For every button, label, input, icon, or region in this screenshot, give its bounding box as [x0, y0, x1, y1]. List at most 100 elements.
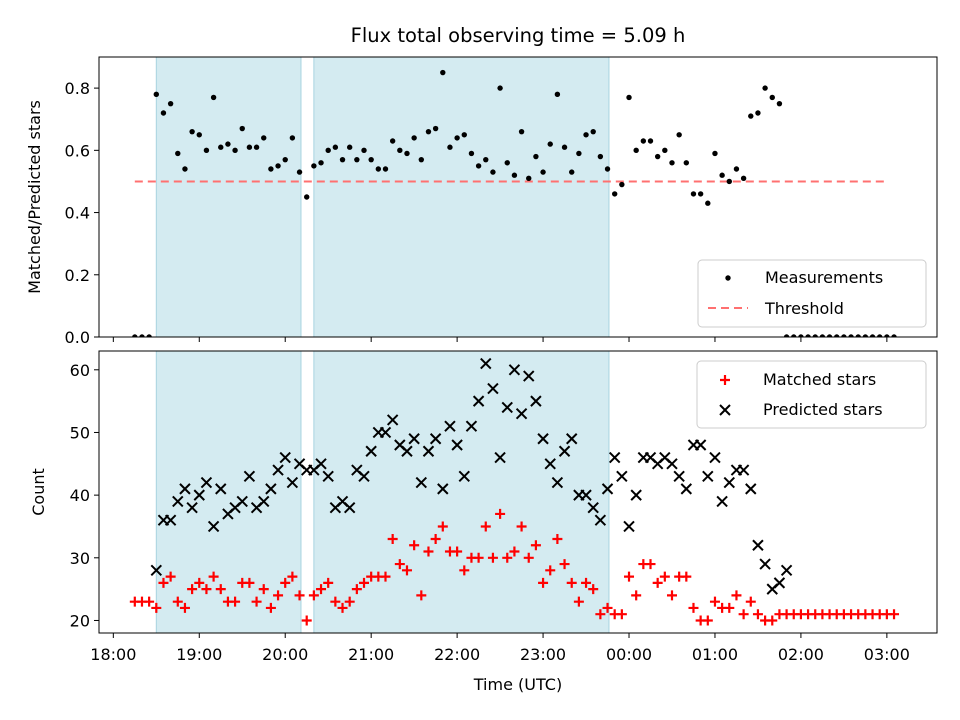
matched-star-point: [273, 590, 284, 601]
matched-star-point: [681, 571, 692, 582]
measurement-point: [884, 334, 890, 337]
measurement-point: [511, 172, 518, 178]
top-y-tick-label: 0.0: [65, 328, 90, 347]
measurement-point: [475, 163, 482, 169]
measurement-point: [225, 141, 231, 147]
matched-star-point: [889, 609, 900, 620]
measurement-point: [776, 100, 783, 107]
predicted-star-point: [630, 489, 642, 501]
predicted-star-point: [558, 445, 571, 457]
legend-matched-marker: [720, 375, 730, 385]
matched-star-point: [294, 590, 305, 601]
predicted-star-point: [523, 370, 535, 382]
matched-star-point: [172, 596, 183, 607]
predicted-star-point: [737, 464, 750, 476]
measurement-point: [289, 135, 296, 141]
x-tick-label: 20:00: [262, 645, 308, 664]
predicted-star-point: [408, 433, 420, 445]
predicted-star-point: [587, 501, 599, 514]
measurement-point: [540, 169, 546, 175]
measurement-point: [769, 94, 775, 101]
measurement-point: [325, 147, 331, 154]
chart-title: Flux total observing time = 5.09 h: [351, 24, 686, 47]
measurement-point: [783, 334, 790, 337]
measurement-point: [296, 169, 303, 175]
measurement-point: [819, 334, 826, 337]
measurement-point: [382, 166, 389, 172]
predicted-star-point: [164, 514, 177, 526]
predicted-star-point: [594, 514, 607, 526]
legend-matched-label: Matched stars: [763, 370, 876, 389]
matched-star-point: [144, 596, 155, 607]
predicted-star-point: [716, 495, 728, 508]
measurement-point: [182, 166, 188, 172]
matched-star-point: [215, 584, 226, 595]
measurement-point: [590, 128, 596, 135]
measurement-point: [705, 200, 711, 206]
predicted-star-point: [694, 439, 707, 451]
matched-star-point: [437, 521, 448, 532]
predicted-star-point: [580, 489, 592, 501]
matched-star-point: [265, 602, 276, 613]
matched-star-point: [645, 559, 656, 570]
measurement-point: [175, 150, 181, 157]
predicted-star-point: [465, 420, 478, 432]
predicted-star-point: [186, 501, 198, 514]
measurement-point: [411, 135, 417, 141]
measurement-point: [490, 169, 496, 175]
measurement-point: [604, 166, 611, 172]
matched-star-point: [452, 546, 463, 557]
matched-star-point: [487, 552, 498, 563]
matched-star-point: [581, 577, 592, 588]
measurement-point: [633, 147, 639, 154]
predicted-star-point: [150, 564, 163, 577]
measurement-point: [246, 144, 253, 150]
measurement-point: [762, 85, 768, 91]
bottom-y-tick-label: 20: [70, 611, 90, 630]
measurement-point: [740, 175, 747, 182]
measurement-point: [611, 191, 618, 197]
measurement-point: [375, 166, 382, 172]
measurement-point: [662, 147, 668, 154]
matched-star-point: [359, 577, 370, 588]
bottom-axes-frame: [98, 350, 938, 634]
predicted-star-point: [286, 476, 299, 489]
matched-star-point: [602, 602, 613, 613]
bottom-plot-area: 20 30 40 50 60 18:00 19:00 20:00 21:00 22:00 23:00…: [70, 350, 938, 664]
predicted-star-point: [236, 495, 248, 508]
legend-predicted-label: Predicted stars: [763, 400, 883, 419]
x-tick-label: 00:00: [606, 645, 652, 664]
legend-measurements-marker: [725, 275, 731, 281]
matched-star-point: [502, 552, 513, 563]
predicted-star-point: [272, 464, 284, 476]
matched-star-point: [430, 534, 441, 544]
predicted-star-point: [494, 451, 506, 464]
measurement-point: [483, 156, 489, 163]
top-panel: 0.00.20.40.60.8 Matched/Predicted stars …: [25, 56, 938, 347]
measurement-point: [834, 334, 840, 337]
matched-star-point: [545, 565, 556, 576]
measurement-point: [733, 166, 740, 172]
measurement-point: [755, 110, 761, 116]
matched-star-point: [401, 565, 412, 576]
matched-star-point: [287, 571, 298, 582]
measurement-point: [626, 94, 632, 101]
bottom-shaded-interval: [313, 350, 610, 634]
matched-star-point: [724, 602, 735, 613]
measurement-point: [339, 156, 346, 163]
measurement-point: [719, 172, 725, 178]
matched-star-point: [459, 565, 470, 576]
legend-measurements-label: Measurements: [765, 268, 883, 287]
matched-star-point: [624, 571, 635, 582]
measurement-point: [304, 194, 310, 200]
measurement-point: [640, 138, 647, 144]
matched-star-point: [179, 602, 190, 613]
predicted-star-point: [566, 433, 578, 445]
matched-star-point: [330, 596, 341, 607]
measurement-point: [218, 144, 224, 150]
matched-star-point: [509, 546, 520, 557]
matched-star-point: [731, 590, 742, 601]
predicted-star-point: [515, 407, 528, 420]
measurement-point: [877, 334, 883, 337]
